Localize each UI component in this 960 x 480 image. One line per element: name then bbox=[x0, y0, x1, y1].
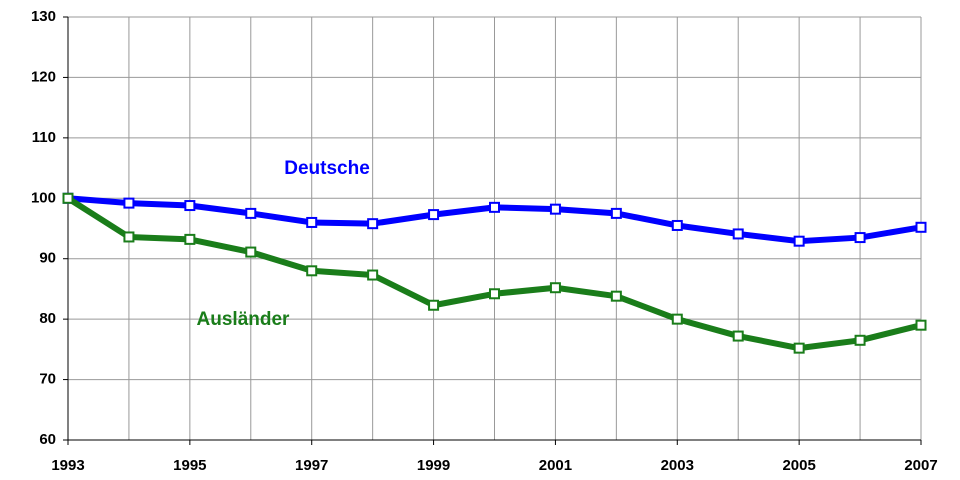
x-tick-label: 2007 bbox=[904, 457, 937, 474]
x-tick-label: 2003 bbox=[661, 457, 694, 474]
marker bbox=[367, 269, 379, 281]
y-tick-label: 120 bbox=[31, 68, 56, 85]
marker bbox=[184, 200, 196, 212]
marker bbox=[671, 219, 683, 231]
marker bbox=[549, 203, 561, 215]
x-tick-label: 1999 bbox=[417, 457, 450, 474]
marker bbox=[306, 216, 318, 228]
marker bbox=[62, 192, 74, 204]
y-tick-label: 70 bbox=[39, 371, 56, 388]
y-tick-label: 80 bbox=[39, 310, 56, 327]
marker bbox=[732, 228, 744, 240]
marker bbox=[489, 288, 500, 300]
marker bbox=[915, 221, 927, 233]
x-tick-label: 1997 bbox=[295, 457, 328, 474]
marker bbox=[854, 334, 866, 346]
y-tick-label: 90 bbox=[39, 250, 56, 267]
x-tick-label: 2001 bbox=[539, 457, 572, 474]
marker bbox=[610, 207, 622, 219]
marker bbox=[184, 233, 196, 245]
marker bbox=[428, 299, 440, 311]
x-tick-label: 1993 bbox=[51, 457, 84, 474]
legend-label: Ausländer bbox=[197, 309, 291, 330]
marker bbox=[793, 342, 805, 354]
marker bbox=[245, 207, 257, 219]
marker bbox=[854, 232, 866, 244]
marker bbox=[245, 246, 257, 258]
marker bbox=[549, 282, 561, 294]
y-tick-label: 110 bbox=[32, 129, 56, 146]
legend-label: Deutsche bbox=[284, 158, 370, 179]
y-tick-label: 60 bbox=[39, 431, 56, 448]
y-tick-label: 100 bbox=[31, 189, 56, 206]
marker bbox=[489, 201, 500, 213]
marker bbox=[428, 209, 440, 221]
marker bbox=[123, 197, 135, 209]
marker bbox=[610, 290, 622, 302]
marker bbox=[793, 235, 805, 247]
y-tick-label: 130 bbox=[31, 8, 56, 25]
marker bbox=[671, 313, 683, 325]
x-tick-label: 1995 bbox=[173, 457, 206, 474]
marker bbox=[306, 265, 318, 277]
marker bbox=[732, 330, 744, 342]
marker bbox=[367, 218, 379, 230]
x-tick-label: 2005 bbox=[782, 457, 815, 474]
marker bbox=[915, 319, 927, 331]
marker bbox=[123, 231, 135, 243]
